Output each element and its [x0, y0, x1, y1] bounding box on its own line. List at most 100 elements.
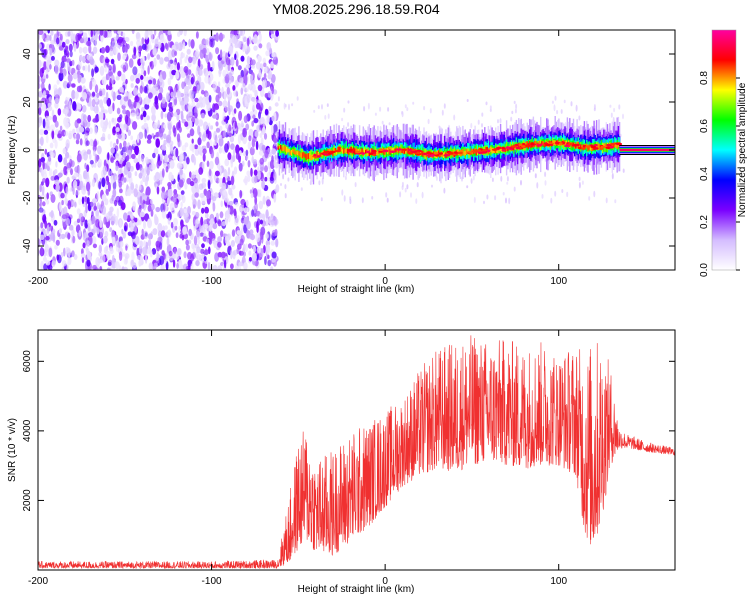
- noise-speckle: [178, 95, 182, 102]
- noise-speckle: [222, 189, 227, 196]
- signal-peak: [439, 152, 443, 155]
- faint-speckle: [401, 111, 404, 118]
- noise-speckle: [105, 245, 109, 252]
- noise-speckle: [61, 200, 64, 206]
- noise-speckle: [115, 76, 120, 81]
- noise-speckle: [79, 138, 83, 146]
- noise-speckle: [252, 245, 257, 253]
- noise-speckle: [79, 126, 85, 133]
- faint-speckle: [566, 191, 569, 198]
- noise-speckle: [59, 125, 63, 131]
- noise-speckle: [194, 177, 198, 184]
- signal-peak: [480, 151, 488, 154]
- noise-speckle: [154, 171, 161, 182]
- signal-cell: [599, 144, 601, 150]
- noise-speckle: [45, 260, 51, 266]
- noise-speckle: [208, 168, 212, 177]
- noise-speckle: [166, 134, 172, 144]
- signal-cell: [392, 147, 395, 153]
- noise-speckle: [253, 169, 258, 176]
- noise-speckle: [38, 145, 42, 151]
- noise-speckle: [270, 74, 276, 83]
- signal-cell: [397, 149, 400, 154]
- tail-line: [619, 145, 675, 155]
- signal-cell: [403, 149, 406, 154]
- noise-speckle: [231, 184, 236, 190]
- noise-speckle: [109, 227, 113, 233]
- noise-speckle: [74, 166, 79, 173]
- noise-speckle: [106, 84, 109, 91]
- faint-speckle: [506, 176, 509, 182]
- noise-speckle: [245, 199, 249, 207]
- faint-speckle: [423, 106, 426, 111]
- signal-cell: [361, 148, 363, 155]
- noise-speckle: [61, 41, 66, 48]
- faint-speckle: [401, 181, 404, 188]
- noise-speckle: [165, 30, 169, 36]
- noise-speckle: [93, 30, 96, 36]
- noise-speckle: [46, 34, 50, 41]
- noise-speckle: [194, 112, 198, 119]
- noise-speckle: [48, 247, 53, 258]
- noise-speckle: [57, 172, 63, 178]
- noise-speckle: [167, 181, 172, 188]
- noise-speckle: [96, 202, 101, 210]
- noise-speckle: [101, 132, 106, 141]
- signal-cell: [335, 149, 338, 155]
- signal-cell: [591, 145, 593, 152]
- noise-speckle: [48, 212, 53, 217]
- noise-speckle: [133, 157, 139, 164]
- noise-speckle: [151, 133, 155, 138]
- noise-speckle: [141, 228, 144, 236]
- noise-speckle: [172, 197, 177, 203]
- signal-peak: [382, 149, 389, 153]
- noise-speckle: [133, 46, 137, 56]
- signal-cell: [346, 148, 349, 154]
- faint-speckle: [443, 187, 446, 194]
- noise-speckle: [177, 229, 181, 235]
- noise-speckle: [178, 179, 184, 188]
- noise-region: [38, 30, 625, 270]
- noise-speckle: [193, 144, 199, 150]
- noise-speckle: [186, 48, 191, 55]
- faint-speckle: [561, 189, 564, 193]
- faint-speckle: [327, 113, 330, 119]
- noise-speckle: [164, 101, 168, 108]
- noise-speckle: [235, 59, 239, 67]
- noise-speckle: [120, 202, 126, 211]
- signal-cell: [542, 141, 544, 146]
- noise-speckle: [94, 115, 99, 124]
- noise-speckle: [38, 43, 42, 49]
- signal-cell: [496, 149, 498, 153]
- noise-speckle: [163, 139, 167, 145]
- noise-speckle: [175, 71, 180, 80]
- faint-speckle: [284, 193, 287, 199]
- faint-speckle: [344, 175, 347, 181]
- faint-speckle: [578, 176, 581, 182]
- signal-peak: [453, 151, 458, 154]
- noise-speckle: [208, 237, 213, 245]
- faint-speckle: [550, 197, 553, 204]
- noise-speckle: [187, 205, 191, 215]
- signal-cell: [320, 152, 322, 157]
- noise-speckle: [263, 73, 267, 80]
- noise-speckle: [135, 183, 138, 190]
- noise-speckle: [114, 47, 119, 55]
- noise-speckle: [191, 138, 194, 144]
- noise-speckle: [240, 217, 245, 224]
- signal-cell: [491, 147, 493, 154]
- noise-speckle: [169, 160, 175, 169]
- noise-speckle: [84, 219, 88, 229]
- signal-peak: [313, 153, 317, 157]
- noise-speckle: [68, 100, 73, 110]
- noise-speckle: [182, 263, 188, 270]
- faint-speckle: [544, 180, 547, 186]
- signal-peak: [530, 142, 535, 145]
- noise-speckle: [221, 34, 225, 39]
- noise-speckle: [153, 262, 158, 268]
- noise-speckle: [213, 241, 218, 249]
- noise-speckle: [258, 189, 262, 198]
- faint-speckle: [622, 113, 624, 120]
- noise-speckle: [169, 144, 173, 154]
- noise-speckle: [154, 86, 159, 96]
